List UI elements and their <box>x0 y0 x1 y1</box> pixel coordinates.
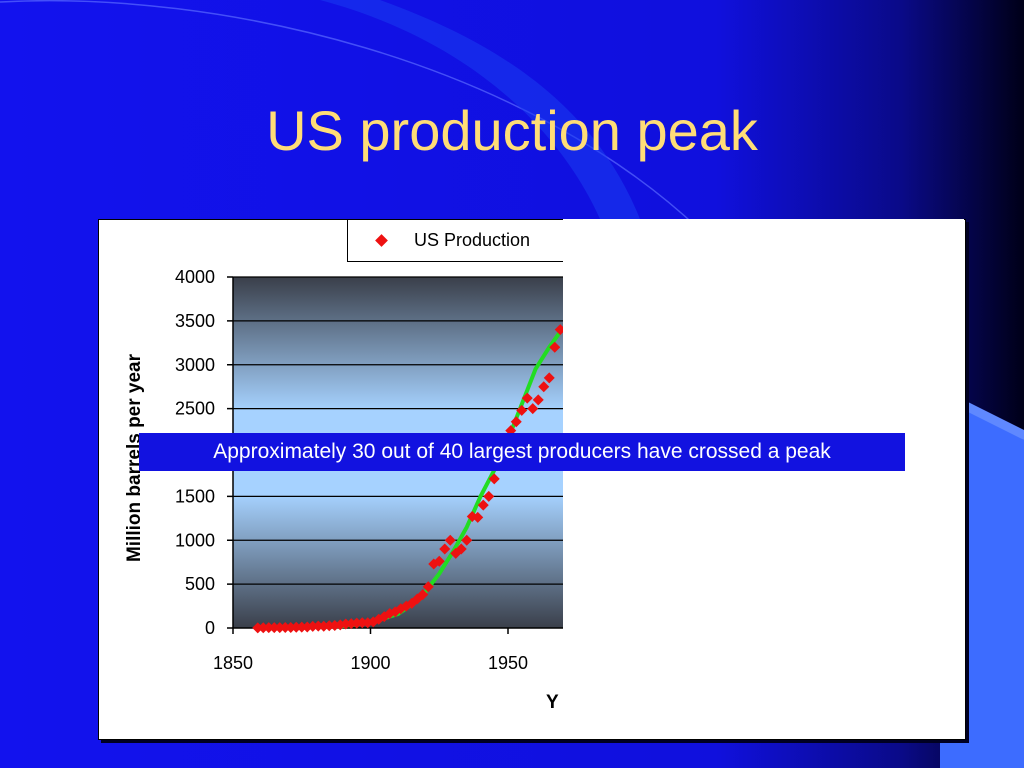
y-tick-label: 500 <box>185 574 215 594</box>
y-tick-label: 3000 <box>175 355 215 375</box>
data-point <box>439 543 451 555</box>
data-point <box>532 394 544 406</box>
chart-cover-panel <box>563 219 964 738</box>
data-point <box>477 499 489 511</box>
y-tick-label: 4000 <box>175 267 215 287</box>
decor-side-edge <box>964 400 1024 440</box>
data-point <box>549 341 561 353</box>
data-point <box>527 403 539 415</box>
data-point <box>538 381 550 393</box>
data-point <box>455 543 467 555</box>
data-point <box>472 511 484 523</box>
y-tick-label: 3500 <box>175 311 215 331</box>
legend-marker-icon <box>375 234 388 247</box>
y-tick-label: 0 <box>205 618 215 638</box>
x-tick-label: 1900 <box>350 653 390 673</box>
data-point <box>433 555 445 567</box>
data-point <box>444 534 456 546</box>
x-axis-title: Y <box>546 692 559 713</box>
data-point <box>516 404 528 416</box>
y-tick-label: 1000 <box>175 530 215 550</box>
data-point <box>521 392 533 404</box>
x-tick-label: 1950 <box>488 653 528 673</box>
decor-swoosh-line <box>0 0 701 231</box>
data-point <box>422 581 434 593</box>
data-point <box>417 589 429 601</box>
decor-swoosh <box>320 0 640 219</box>
decor-side-panel <box>940 400 1024 768</box>
y-tick-label: 1500 <box>175 486 215 506</box>
data-point <box>488 473 500 485</box>
x-tick-label: 1850 <box>213 653 253 673</box>
callout-box: Approximately 30 out of 40 largest produ… <box>139 433 905 471</box>
slide-title: US production peak <box>266 99 758 162</box>
data-point <box>543 372 555 384</box>
data-point <box>510 416 522 428</box>
data-point <box>461 534 473 546</box>
data-point <box>483 490 495 502</box>
y-tick-label: 2500 <box>175 399 215 419</box>
legend: US Production <box>347 219 565 262</box>
legend-label: US Production <box>414 230 531 250</box>
